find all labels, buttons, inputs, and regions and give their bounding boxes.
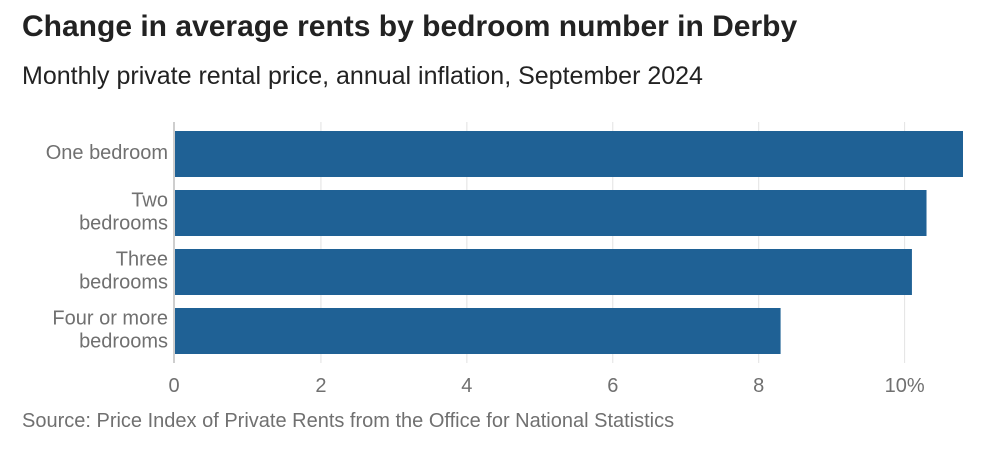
source-note: Source: Price Index of Private Rents fro… bbox=[22, 410, 675, 432]
x-tick-label: 4 bbox=[461, 375, 472, 397]
x-tick-label: 8 bbox=[753, 375, 764, 397]
category-label: Three bedrooms bbox=[79, 249, 168, 294]
chart-subtitle: Monthly private rental price, annual inf… bbox=[22, 62, 703, 90]
x-tick-label: 0 bbox=[168, 375, 179, 397]
bar bbox=[175, 190, 927, 236]
category-label: One bedroom bbox=[46, 142, 168, 164]
category-label: Four or more bedrooms bbox=[52, 308, 168, 353]
x-tick-label: 2 bbox=[315, 375, 326, 397]
bar bbox=[175, 249, 912, 295]
x-tick-label: 6 bbox=[607, 375, 618, 397]
bar bbox=[175, 308, 781, 354]
bar bbox=[175, 131, 963, 177]
chart-title: Change in average rents by bedroom numbe… bbox=[22, 10, 798, 43]
x-tick-label: 10% bbox=[885, 375, 925, 397]
category-label: Two bedrooms bbox=[79, 190, 168, 235]
